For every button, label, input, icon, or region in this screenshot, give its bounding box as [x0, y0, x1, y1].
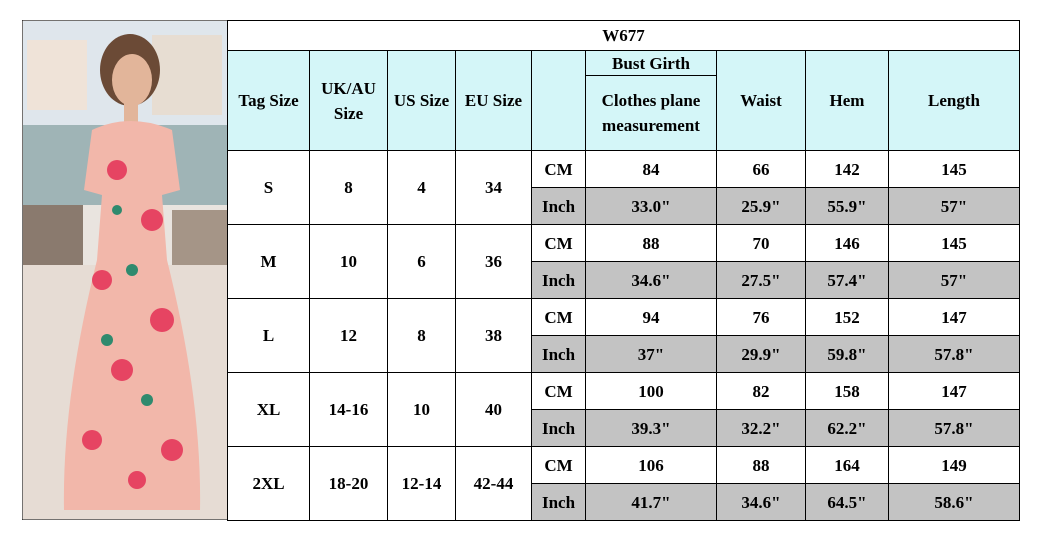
- measure-cell: 57.8": [888, 335, 1020, 373]
- unit-cell: Inch: [531, 187, 586, 225]
- measure-cell: 82: [716, 372, 806, 410]
- measure-cell: 57": [888, 187, 1020, 225]
- measure-cell: 33.0": [585, 187, 717, 225]
- measure-cell: 66: [716, 150, 806, 188]
- measure-cell: 58.6": [888, 483, 1020, 521]
- column-header: UK/AU Size: [309, 50, 388, 151]
- size-cell: L: [227, 298, 310, 373]
- size-cell: XL: [227, 372, 310, 447]
- size-cell: 18-20: [309, 446, 388, 521]
- size-cell: 10: [387, 372, 456, 447]
- unit-cell: CM: [531, 446, 586, 484]
- measure-cell: 39.3": [585, 409, 717, 447]
- measure-cell: 147: [888, 372, 1020, 410]
- column-header: Length: [888, 50, 1020, 151]
- measure-cell: 142: [805, 150, 889, 188]
- measure-cell: 55.9": [805, 187, 889, 225]
- measure-cell: 145: [888, 150, 1020, 188]
- measure-cell: 57.4": [805, 261, 889, 299]
- column-header: Bust Girth: [585, 50, 717, 76]
- measure-cell: 62.2": [805, 409, 889, 447]
- unit-cell: Inch: [531, 409, 586, 447]
- column-header: Tag Size: [227, 50, 310, 151]
- measure-cell: 100: [585, 372, 717, 410]
- measure-cell: 88: [585, 224, 717, 262]
- measure-cell: 145: [888, 224, 1020, 262]
- measure-cell: 25.9": [716, 187, 806, 225]
- measure-cell: 88: [716, 446, 806, 484]
- measure-cell: 70: [716, 224, 806, 262]
- unit-cell: CM: [531, 372, 586, 410]
- size-cell: 4: [387, 150, 456, 225]
- column-header: Waist: [716, 50, 806, 151]
- measure-cell: 106: [585, 446, 717, 484]
- size-cell: 12: [309, 298, 388, 373]
- unit-cell: Inch: [531, 261, 586, 299]
- measure-cell: 152: [805, 298, 889, 336]
- size-cell: 12-14: [387, 446, 456, 521]
- measure-cell: 84: [585, 150, 717, 188]
- size-cell: 38: [455, 298, 532, 373]
- size-cell: 42-44: [455, 446, 532, 521]
- column-header: EU Size: [455, 50, 532, 151]
- table-title: W677: [227, 20, 1020, 51]
- measure-cell: 57.8": [888, 409, 1020, 447]
- column-subheader: Clothes plane measurement: [585, 75, 717, 151]
- size-cell: 6: [387, 224, 456, 299]
- product-photo: [22, 20, 228, 520]
- measure-cell: 146: [805, 224, 889, 262]
- measure-cell: 41.7": [585, 483, 717, 521]
- measure-cell: 158: [805, 372, 889, 410]
- column-header: Hem: [805, 50, 889, 151]
- unit-cell: Inch: [531, 335, 586, 373]
- measure-cell: 34.6": [716, 483, 806, 521]
- size-cell: 8: [387, 298, 456, 373]
- header-blank: [531, 50, 586, 151]
- measure-cell: 57": [888, 261, 1020, 299]
- size-cell: M: [227, 224, 310, 299]
- measure-cell: 37": [585, 335, 717, 373]
- measure-cell: 76: [716, 298, 806, 336]
- unit-cell: Inch: [531, 483, 586, 521]
- measure-cell: 94: [585, 298, 717, 336]
- size-cell: 36: [455, 224, 532, 299]
- unit-cell: CM: [531, 224, 586, 262]
- unit-cell: CM: [531, 298, 586, 336]
- measure-cell: 164: [805, 446, 889, 484]
- measure-cell: 27.5": [716, 261, 806, 299]
- size-cell: 10: [309, 224, 388, 299]
- size-cell: 8: [309, 150, 388, 225]
- measure-cell: 29.9": [716, 335, 806, 373]
- size-cell: 2XL: [227, 446, 310, 521]
- measure-cell: 149: [888, 446, 1020, 484]
- measure-cell: 32.2": [716, 409, 806, 447]
- size-cell: 40: [455, 372, 532, 447]
- measure-cell: 147: [888, 298, 1020, 336]
- size-cell: S: [227, 150, 310, 225]
- column-header: US Size: [387, 50, 456, 151]
- unit-cell: CM: [531, 150, 586, 188]
- measure-cell: 64.5": [805, 483, 889, 521]
- size-cell: 34: [455, 150, 532, 225]
- size-cell: 14-16: [309, 372, 388, 447]
- measure-cell: 59.8": [805, 335, 889, 373]
- measure-cell: 34.6": [585, 261, 717, 299]
